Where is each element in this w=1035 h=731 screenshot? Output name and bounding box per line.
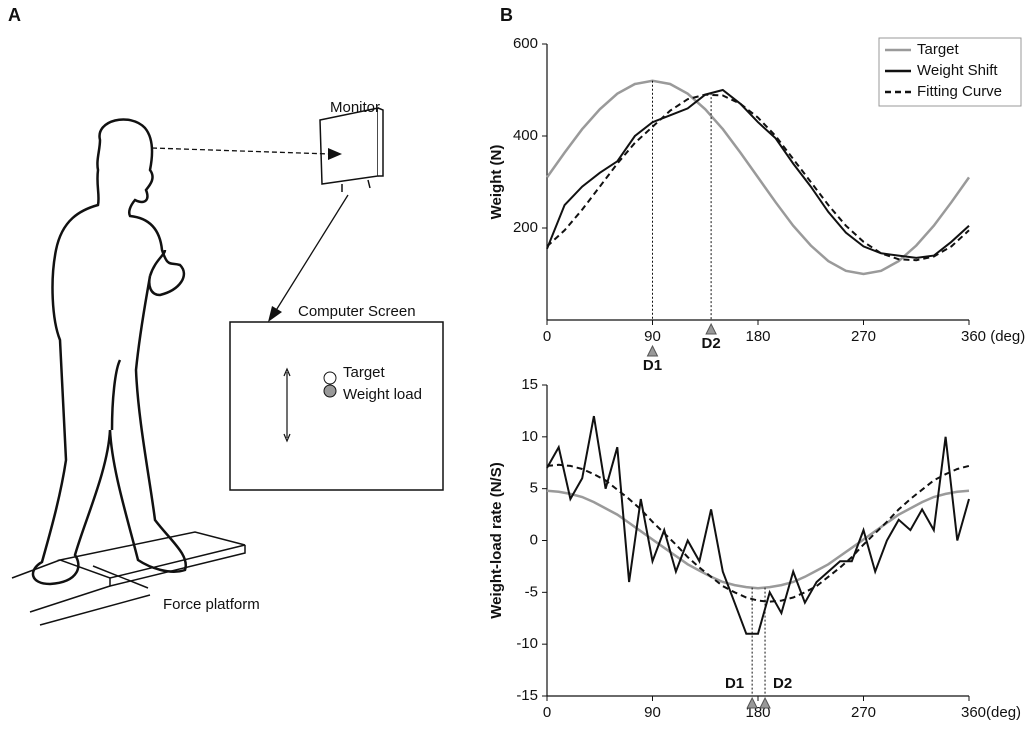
y-axis-label: Weight-load rate (N/S) [488,462,505,618]
annotation-marker [746,696,758,709]
x-tick-label: 360 (deg) [961,328,1025,345]
y-tick-label: 200 [513,219,538,236]
x-tick-label: 0 [543,704,551,721]
legend-label: Target [917,41,960,58]
series-line [546,88,970,259]
y-axis-label: Weight (N) [488,145,505,220]
series-line [546,463,970,603]
annotation-label: D1 [643,357,662,374]
y-tick-label: 600 [513,35,538,52]
weight-load-marker [323,384,337,398]
x-tick-label: 180 [745,328,770,345]
screen-arrow [274,194,349,313]
legend-label: Fitting Curve [917,83,1002,100]
screen-title: Computer Screen [298,303,416,320]
panel-label: B [500,5,513,25]
annotation-marker [759,696,771,709]
series-line [546,415,970,635]
arrow-head [268,306,282,322]
panel-label: A [8,5,21,25]
gaze-arrow [151,147,331,155]
y-tick-label: 5 [530,480,538,497]
x-tick-label: 90 [644,328,661,345]
x-tick-label: 0 [543,328,551,345]
monitor-label: Monitor [330,99,380,116]
annotation-label: D2 [702,335,721,352]
monitor [319,107,384,192]
person [31,118,188,586]
x-tick-label: 90 [644,704,661,721]
annotation-label: D2 [773,675,792,692]
y-tick-label: 15 [521,376,538,393]
series-line [546,489,970,590]
target-marker [323,371,337,385]
y-tick-label: 0 [530,531,538,548]
annotation-label: D1 [725,675,744,692]
x-tick-label: 270 [851,328,876,345]
annotation-marker [705,322,717,335]
weight-load-label: Weight load [343,386,422,403]
y-tick-label: -5 [525,583,538,600]
y-tick-label: 10 [521,428,538,445]
legend-label: Weight Shift [917,62,998,79]
computer-screen [229,321,444,491]
x-tick-label: 270 [851,704,876,721]
y-tick-label: 400 [513,127,538,144]
arrow-head [328,148,342,160]
x-tick-label: 360(deg) [961,704,1021,721]
y-tick-label: -15 [516,687,538,704]
series-line [546,93,970,262]
platform [11,531,246,626]
target-label: Target [343,364,386,381]
platform-label: Force platform [163,596,260,613]
series-line [545,79,971,276]
y-tick-label: -10 [516,635,538,652]
annotation-marker [646,344,659,357]
double-arrow [283,367,291,443]
